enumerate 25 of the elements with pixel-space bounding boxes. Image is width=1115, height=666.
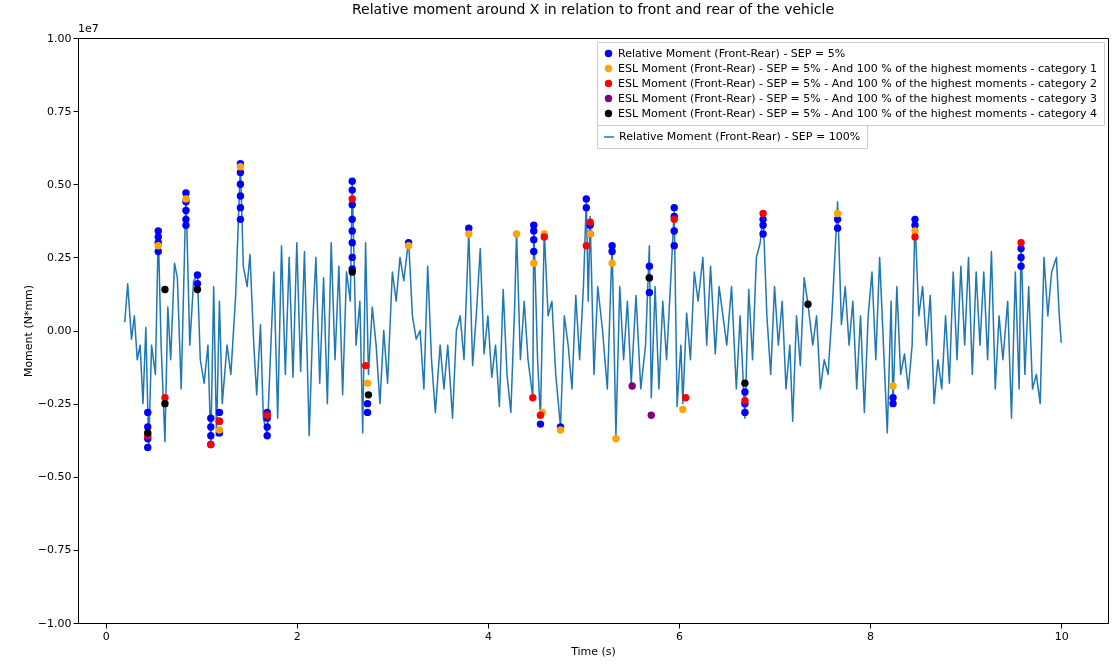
legend-label: ESL Moment (Front-Rear) - SEP = 5% - And 100 % of the highest moments - category 1: [618, 61, 1098, 75]
y-tick-label: −0.75: [37, 543, 72, 557]
y-tick-label: 0.25: [47, 250, 72, 264]
legend-label: ESL Moment (Front-Rear) - SEP = 5% - And 100 % of the highest moments - category 3: [618, 91, 1098, 105]
y-tick-label: 0.50: [47, 177, 72, 191]
legend-label: Relative Moment (Front-Rear) - SEP = 5%: [618, 46, 846, 60]
x-tick-label: 2: [293, 629, 301, 643]
y-tick-label: −0.50: [37, 470, 72, 484]
x-tick-label: 10: [1054, 629, 1069, 643]
legend-label: Relative Moment (Front-Rear) - SEP = 100%: [619, 130, 861, 143]
x-axis-title: Time (s): [570, 644, 616, 658]
legend-label: ESL Moment (Front-Rear) - SEP = 5% - And 100 % of the highest moments - category 4: [618, 106, 1098, 120]
legend-label: ESL Moment (Front-Rear) - SEP = 5% - And 100 % of the highest moments - category 2: [618, 76, 1098, 90]
y-axis-title: Moment (N*mm): [21, 284, 35, 378]
x-tick-label: 6: [675, 629, 683, 643]
y-tick-label: −1.00: [37, 616, 72, 630]
x-tick-label: 4: [484, 629, 492, 643]
chart-title: Relative moment around X in relation to front and rear of the vehicle: [351, 1, 835, 17]
x-tick-label: 8: [867, 629, 875, 643]
text: 1e7: [78, 22, 99, 35]
y-tick-label: 1.00: [47, 31, 72, 45]
y-tick-label: −0.25: [37, 397, 72, 411]
y-tick-label: 0.75: [47, 104, 72, 118]
x-tick-label: 0: [102, 629, 110, 643]
y-tick-label: 0.00: [47, 324, 72, 337]
